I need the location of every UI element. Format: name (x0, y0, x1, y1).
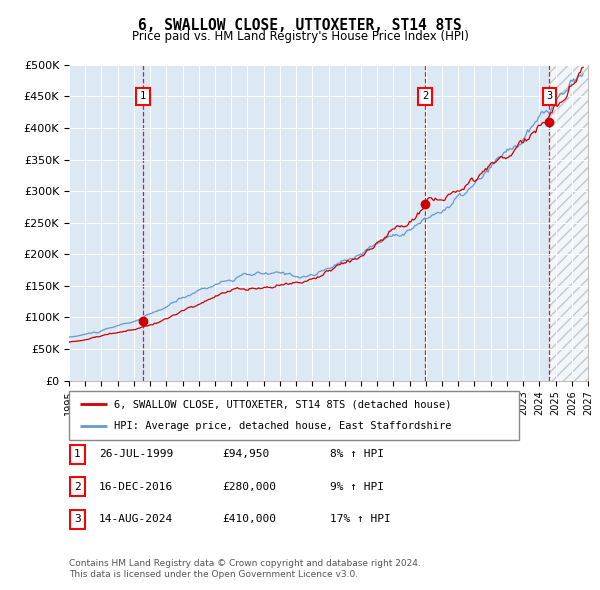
Bar (550, 65, 588, 381)
Text: 8% ↑ HPI: 8% ↑ HPI (330, 450, 384, 459)
Text: 3: 3 (74, 514, 81, 524)
Text: 6, SWALLOW CLOSE, UTTOXETER, ST14 8TS (detached house): 6, SWALLOW CLOSE, UTTOXETER, ST14 8TS (d… (114, 399, 452, 409)
Text: 3: 3 (546, 91, 553, 101)
Text: £410,000: £410,000 (222, 514, 276, 524)
Text: £280,000: £280,000 (222, 482, 276, 491)
Text: 17% ↑ HPI: 17% ↑ HPI (330, 514, 391, 524)
Text: HPI: Average price, detached house, East Staffordshire: HPI: Average price, detached house, East… (114, 421, 452, 431)
Text: 9% ↑ HPI: 9% ↑ HPI (330, 482, 384, 491)
Text: 6, SWALLOW CLOSE, UTTOXETER, ST14 8TS: 6, SWALLOW CLOSE, UTTOXETER, ST14 8TS (138, 18, 462, 33)
Text: 26-JUL-1999: 26-JUL-1999 (99, 450, 173, 459)
FancyBboxPatch shape (70, 510, 85, 529)
FancyBboxPatch shape (69, 391, 519, 440)
FancyBboxPatch shape (70, 477, 85, 496)
Text: Price paid vs. HM Land Registry's House Price Index (HPI): Price paid vs. HM Land Registry's House … (131, 30, 469, 43)
Text: 1: 1 (140, 91, 146, 101)
Text: 14-AUG-2024: 14-AUG-2024 (99, 514, 173, 524)
Text: 16-DEC-2016: 16-DEC-2016 (99, 482, 173, 491)
Text: 2: 2 (74, 482, 81, 491)
Text: Contains HM Land Registry data © Crown copyright and database right 2024.
This d: Contains HM Land Registry data © Crown c… (69, 559, 421, 579)
Text: 1: 1 (74, 450, 81, 459)
FancyBboxPatch shape (70, 445, 85, 464)
Text: £94,950: £94,950 (222, 450, 269, 459)
Text: 2: 2 (422, 91, 428, 101)
